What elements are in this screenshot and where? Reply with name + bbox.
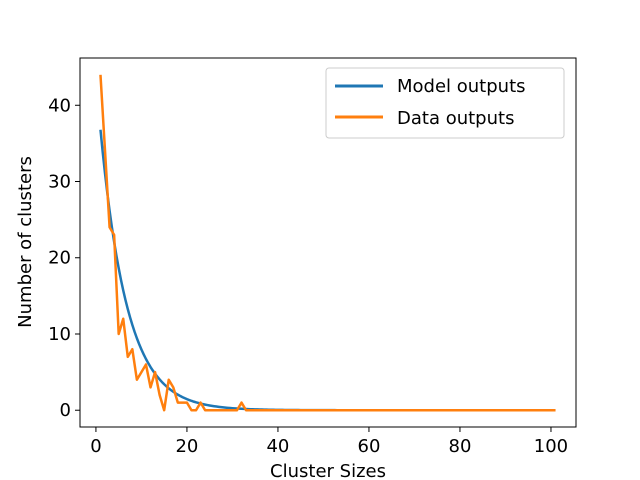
x-tick-label: 60 [358, 436, 381, 457]
y-tick-label: 20 [48, 248, 71, 269]
y-tick-label: 10 [48, 324, 71, 345]
series-line-model-outputs [99, 129, 556, 412]
y-tick-label: 30 [48, 172, 71, 193]
x-tick-label: 80 [449, 436, 472, 457]
y-axis-label: Number of clusters [15, 156, 36, 328]
x-axis-label: Cluster Sizes [270, 461, 386, 480]
x-axis-ticks: 0 20 40 60 80 100 [90, 427, 568, 457]
legend: Model outputs Data outputs [325, 67, 565, 139]
x-tick-label: 100 [534, 436, 568, 457]
y-tick-label: 0 [60, 400, 71, 421]
plot-lines [99, 74, 556, 412]
legend-label-data: Data outputs [397, 108, 514, 129]
y-tick-label: 40 [48, 95, 71, 116]
legend-box [325, 67, 565, 139]
axes-frame [79, 57, 577, 428]
x-tick-label: 0 [90, 436, 101, 457]
series-line-data-outputs [99, 74, 556, 412]
x-tick-label: 20 [175, 436, 198, 457]
legend-label-model: Model outputs [397, 76, 526, 97]
y-axis-ticks: 0 10 20 30 40 [48, 95, 80, 421]
x-tick-label: 40 [266, 436, 289, 457]
